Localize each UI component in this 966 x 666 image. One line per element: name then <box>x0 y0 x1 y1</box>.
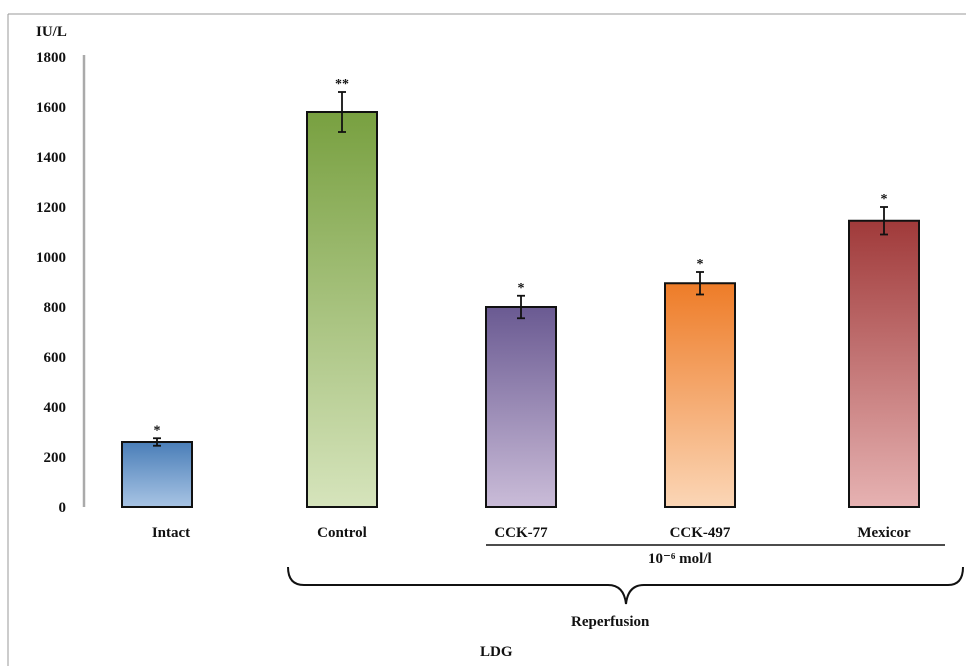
y-axis-label: IU/L <box>36 24 67 40</box>
reperfusion-brace <box>287 566 964 605</box>
x-tick-label: Intact <box>152 525 190 541</box>
y-tick-labels: 0 200 400 600 800 1000 1200 1400 1600 1800 <box>36 50 66 516</box>
y-tick-label: 400 <box>44 400 67 416</box>
x-tick-label: Mexicor <box>857 525 911 541</box>
y-tick-label: 1800 <box>36 50 66 66</box>
x-tick-label: CCK-497 <box>670 525 731 541</box>
x-tick-label: Control <box>317 525 367 541</box>
y-tick-label: 1200 <box>36 200 66 216</box>
bar-cck-497 <box>664 282 736 508</box>
y-tick-label: 1000 <box>36 250 66 266</box>
significance-mark: * <box>518 281 525 296</box>
y-tick-label: 1600 <box>36 100 66 116</box>
significance-mark: * <box>697 257 704 272</box>
bar-mexicor <box>848 219 920 508</box>
y-tick-label: 600 <box>44 350 67 366</box>
y-tick-label: 1400 <box>36 150 66 166</box>
error-bars <box>153 91 888 447</box>
reperfusion-label: Reperfusion <box>571 614 650 630</box>
y-tick-label: 200 <box>44 450 67 466</box>
x-tick-label: CCK-77 <box>494 525 548 541</box>
y-tick-label: 800 <box>44 300 67 316</box>
significance-mark: * <box>881 192 888 207</box>
concentration-label: 10⁻⁶ mol/l <box>648 551 712 567</box>
y-tick-label: 0 <box>59 500 67 516</box>
bar-intact <box>121 441 193 508</box>
x-axis-label: LDG <box>480 644 513 660</box>
bar-cck-77 <box>485 306 557 508</box>
significance-marks: ****** <box>154 77 888 438</box>
x-tick-labels: Intact Control CCK-77 CCK-497 Mexicor <box>152 525 911 541</box>
significance-mark: ** <box>335 77 349 92</box>
bar-control <box>306 111 378 508</box>
significance-mark: * <box>154 423 161 438</box>
